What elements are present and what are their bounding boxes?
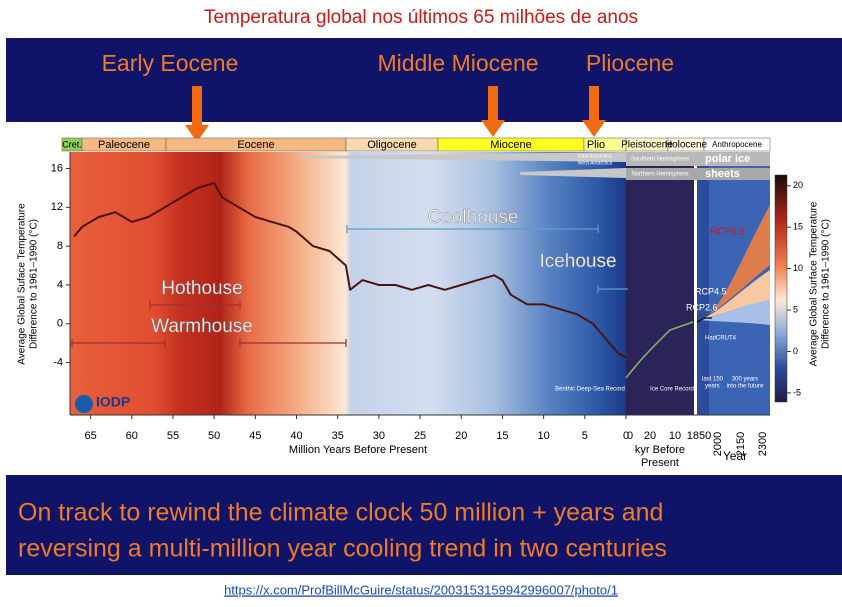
ice-core-curve [625,321,694,379]
epoch-bar [61,137,771,152]
regime-label: Hothouse [161,278,242,299]
colorbar-tick-label: 20 [793,180,803,190]
x-tick-label: 0 [623,430,629,442]
colorbar-tick-label: -5 [793,387,801,397]
top-band [6,38,842,122]
ice-label: West Antarctica [578,160,613,166]
record-label: Benthic Deep-Sea Record [555,387,625,393]
colorbar-title: Difference to 1961–1990 (°C) [821,219,832,349]
year-tick: 2150 [735,432,747,456]
x-tick-label: 50 [208,430,220,442]
y-tick-label: 4 [57,279,63,291]
ice-label: Southern Hemisphere [631,157,690,163]
scenario-label: RCP8.5 [710,227,745,238]
y-tick-label: 16 [51,162,63,174]
y-tick-label: 0 [57,318,63,330]
footer-text: On track to rewind the climate clock 50 … [18,499,663,527]
regime-ranges [71,225,628,347]
colorbar-tick-label: 0 [793,346,798,356]
y-tick-label: 12 [51,201,63,213]
scenario-label: RCP2.6 [686,302,718,312]
x-tick-label: 60 [126,430,138,442]
panel-note: 300 years [732,377,758,383]
year-tick: 1850 [687,430,711,442]
epoch-label: Pleistocene [621,140,673,151]
period-label: Middle Miocene [377,50,538,76]
x-tick-label: 65 [84,430,96,442]
colorbar-title: Average Global Surface Temperature [809,201,820,366]
year-panel-shade [697,152,709,415]
projection-fans [696,205,770,325]
panel-note: last 150 [702,377,724,383]
ice-label: polar ice [705,153,750,165]
kyr-tick: 10 [669,430,681,442]
epoch-label: Holocene [665,140,708,151]
year-tick: 2300 [757,432,769,456]
regime-label: Warmhouse [151,316,253,337]
kyr-tick: 0 [627,430,633,442]
slide-title: Temperatura global nos últimos 65 milhõe… [204,7,638,28]
regime-label: Icehouse [539,251,616,272]
kyr-title: Present [641,457,679,469]
panel-note: into the future [727,384,764,390]
x-tick-label: 30 [373,430,385,442]
y-axis-title: Difference to 1961–1990 (°C) [29,219,40,349]
colorbar [774,174,788,403]
record-label: Ice Core Record [650,387,694,393]
year-title: Year [723,449,747,463]
scenario-label: HadCRUT4 [705,336,737,342]
kyr-tick: 20 [644,430,656,442]
x-tick-label: 40 [290,430,302,442]
y-tick-label: 8 [57,240,63,252]
epoch-label: Eocene [237,139,274,151]
epoch-label: Oligocene [367,139,417,151]
x-tick-label: 5 [582,430,588,442]
x-axis-title: Million Years Before Present [289,444,427,456]
temperature-line [73,182,627,359]
epoch-label: Anthropocene [712,140,762,149]
footer-text: reversing a multi-million year cooling t… [18,535,667,563]
y-axis-title: Average Global Suface Temperature [17,203,28,365]
period-label: Early Eocene [102,50,239,76]
regime-label: Coolhouse [428,207,519,228]
x-tick-label: 15 [496,430,508,442]
epoch-label: Plio [587,139,605,151]
period-label: Pliocene [586,50,674,76]
colorbar-tick-label: 15 [793,222,803,232]
source-link[interactable]: https://x.com/ProfBillMcGuire/status/200… [224,582,618,597]
colorbar-tick-label: 10 [793,263,803,273]
y-tick-label: -4 [53,357,63,369]
x-tick-label: 55 [167,430,179,442]
arrows [185,86,606,142]
epoch-label: Cret. [62,139,82,149]
bottom-band [6,475,842,575]
ice-label: sheets [705,168,740,180]
x-tick-label: 10 [538,430,550,442]
kyr-title: kyr Before [635,444,685,456]
year-tick: 2000 [712,432,724,456]
ice-label: Northern Hemisphere [631,172,689,178]
x-tick-label: 25 [414,430,426,442]
x-tick-label: 35 [332,430,344,442]
colorbar-tick-label: 5 [793,304,798,314]
epoch-label: Paleocene [98,139,150,151]
ice-bars [300,152,770,180]
scenario-label: RCP4.5 [695,286,727,296]
panel-note: years [705,384,720,390]
logo-text: IODP [96,394,130,410]
epoch-label: Miocene [490,139,532,151]
kyr-panel [626,152,694,415]
logo-mark [75,395,93,413]
x-tick-label: 20 [455,430,467,442]
ice-label: East Antarctica [578,153,612,159]
x-tick-label: 45 [249,430,261,442]
